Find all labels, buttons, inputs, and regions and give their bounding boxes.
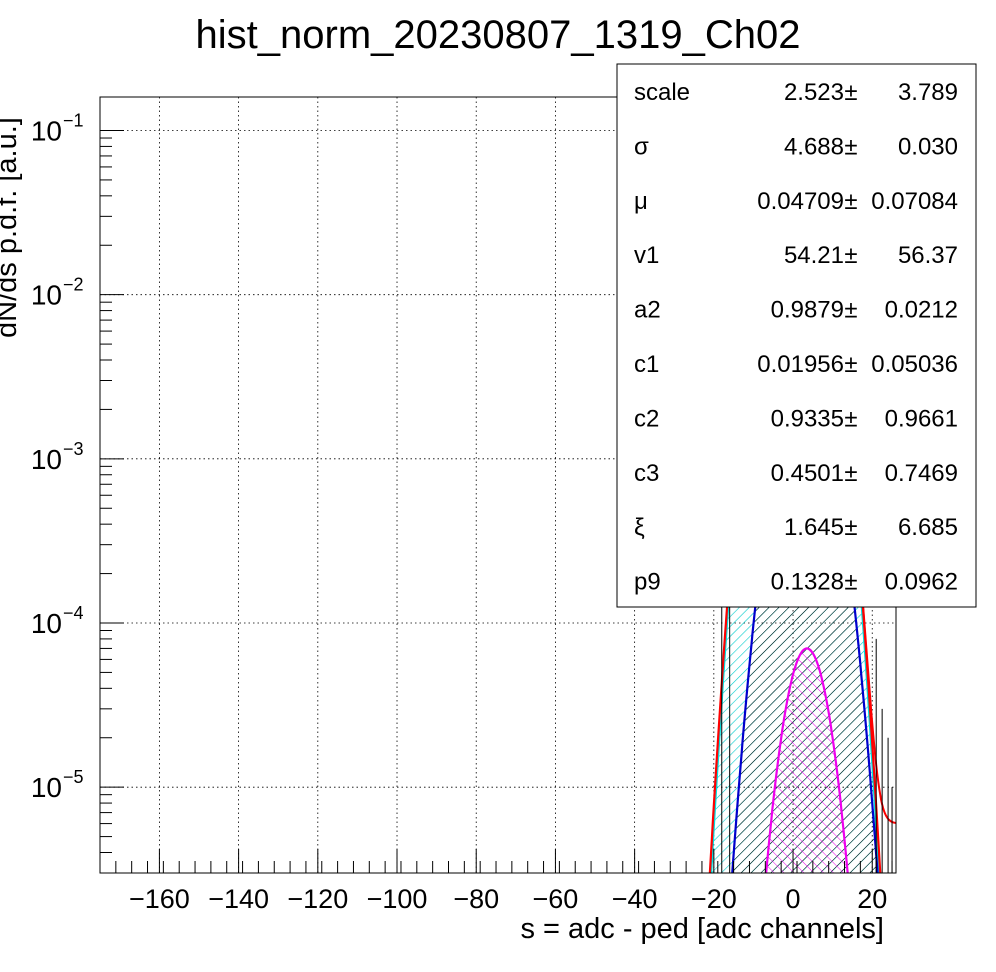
stats-row-error: 0.0962 (885, 569, 958, 596)
stats-row-error: 3.789 (898, 79, 958, 106)
y-tick-label: 10 (31, 444, 62, 475)
stats-row-value: 0.04709 (757, 188, 844, 215)
y-axis-label: dN/ds p.d.f. [a.u.] (0, 117, 23, 338)
x-tick-labels: −160 −140 −120 −100 −80 −60 −40 −20 0 20 (129, 884, 887, 914)
y-tick-label: 10 (31, 116, 62, 147)
stats-row-name: p9 (634, 569, 661, 596)
fit-tail (859, 570, 896, 824)
stats-row-value: 0.4501 (771, 460, 844, 487)
x-axis-label: s = adc - ped [adc channels] (520, 913, 884, 945)
stats-row-value: 0.1328 (771, 569, 844, 596)
stats-row-pm: ± (844, 188, 857, 215)
stats-row-pm: ± (844, 514, 857, 541)
stats-row-name: v1 (634, 242, 659, 269)
y-tick-label: 10 (31, 280, 62, 311)
stats-row-error: 0.7469 (885, 460, 958, 487)
x-tick-label: −140 (208, 884, 269, 914)
stats-row-name: c1 (634, 351, 659, 378)
stats-row-pm: ± (844, 79, 857, 106)
x-tick-label: 0 (786, 884, 801, 914)
stats-row-error: 0.030 (898, 133, 958, 160)
y-tick-exponent: −5 (63, 767, 84, 787)
stats-row-name: c2 (634, 405, 659, 432)
stats-row-pm: ± (844, 133, 857, 160)
series-line-3 (765, 647, 849, 873)
stats-row-error: 6.685 (898, 514, 958, 541)
y-tick-exponent: −4 (63, 603, 84, 623)
stats-row-error: 0.0212 (885, 297, 958, 324)
stats-row-name: a2 (634, 297, 661, 324)
y-tick-label: 10 (31, 772, 62, 803)
stats-row-pm: ± (844, 569, 857, 596)
stats-row-error: 0.9661 (885, 405, 958, 432)
stats-row-name: μ (634, 188, 648, 215)
x-tick-label: −160 (129, 884, 190, 914)
stats-row-error: 0.07084 (871, 188, 958, 215)
stats-row-name: scale (634, 79, 690, 106)
stats-row-name: ξ (634, 514, 645, 541)
x-tick-label: −20 (691, 884, 737, 914)
stats-row-error: 0.05036 (871, 351, 958, 378)
stats-row-pm: ± (844, 405, 857, 432)
stats-row-value: 54.21 (784, 242, 844, 269)
stats-row-value: 0.9879 (771, 297, 844, 324)
stats-row-pm: ± (844, 460, 857, 487)
ticks (99, 130, 893, 874)
x-tick-label: −40 (612, 884, 658, 914)
stats-row-name: σ (634, 133, 649, 160)
y-tick-exponent: −2 (63, 275, 84, 295)
x-tick-label: 20 (857, 884, 887, 914)
series-fill-2 (732, 373, 878, 873)
x-tick-label: −80 (453, 884, 499, 914)
stats-row-value: 0.9335 (771, 405, 844, 432)
stats-row-error: 56.37 (898, 242, 958, 269)
x-tick-label: −60 (533, 884, 579, 914)
stats-row-name: c3 (634, 460, 659, 487)
y-tick-exponent: −3 (63, 439, 84, 459)
stats-row-pm: ± (844, 351, 857, 378)
stats-row-pm: ± (844, 242, 857, 269)
y-tick-label: 10 (31, 608, 62, 639)
series-fill-3 (766, 648, 848, 873)
stats-row-value: 1.645 (784, 514, 844, 541)
stats-box-frame (616, 63, 977, 608)
stats-row-value: 4.688 (784, 133, 844, 160)
x-tick-label: −100 (367, 884, 428, 914)
y-tick-labels: 10−110−210−310−410−5 (31, 111, 84, 804)
chart-title: hist_norm_20230807_1319_Ch02 (196, 13, 801, 57)
stats-row-pm: ± (844, 297, 857, 324)
stats-row-value: 2.523 (784, 79, 844, 106)
stats-row-value: 0.01956 (757, 351, 844, 378)
y-tick-exponent: −1 (63, 111, 84, 131)
x-tick-label: −120 (287, 884, 348, 914)
